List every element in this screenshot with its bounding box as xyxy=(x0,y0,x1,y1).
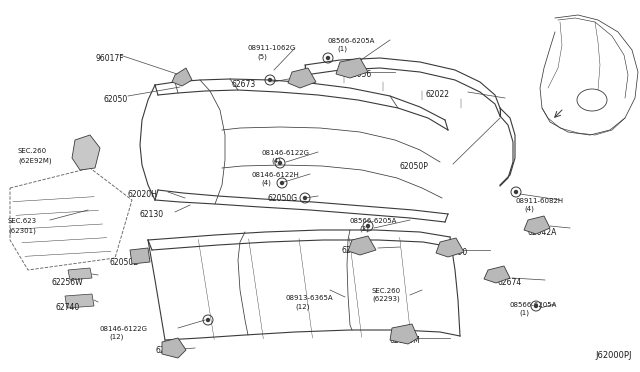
Text: 62020H: 62020H xyxy=(128,190,158,199)
Text: 62050E: 62050E xyxy=(110,258,139,267)
Polygon shape xyxy=(68,268,92,280)
Circle shape xyxy=(278,161,282,164)
Text: 08566-6205A: 08566-6205A xyxy=(350,218,397,224)
Polygon shape xyxy=(72,135,100,170)
Text: 62042A: 62042A xyxy=(528,228,557,237)
Circle shape xyxy=(303,196,307,199)
Text: 08146-6122H: 08146-6122H xyxy=(252,172,300,178)
Text: 08911-6082H: 08911-6082H xyxy=(515,198,563,204)
Text: 08913-6365A: 08913-6365A xyxy=(286,295,333,301)
Text: (1): (1) xyxy=(519,310,529,317)
Text: 62257V: 62257V xyxy=(155,346,184,355)
Text: (4): (4) xyxy=(524,206,534,212)
Text: SEC.260: SEC.260 xyxy=(372,288,401,294)
Circle shape xyxy=(534,305,538,308)
Text: 62050G: 62050G xyxy=(268,194,298,203)
Text: 62057: 62057 xyxy=(342,246,366,255)
Text: 62050P: 62050P xyxy=(400,162,429,171)
Polygon shape xyxy=(336,58,368,78)
Text: (62301): (62301) xyxy=(8,227,36,234)
Text: 62090: 62090 xyxy=(444,248,468,257)
Text: 08146-6122G: 08146-6122G xyxy=(100,326,148,332)
Text: 08566-6205A: 08566-6205A xyxy=(510,302,557,308)
Circle shape xyxy=(515,190,518,193)
Polygon shape xyxy=(484,266,510,283)
Text: 08911-1062G: 08911-1062G xyxy=(248,45,296,51)
Text: SEC.623: SEC.623 xyxy=(8,218,37,224)
Circle shape xyxy=(367,224,369,228)
Text: (5): (5) xyxy=(257,53,267,60)
Text: 62022: 62022 xyxy=(426,90,450,99)
Text: (4): (4) xyxy=(261,180,271,186)
Text: 08146-6122G: 08146-6122G xyxy=(262,150,310,156)
Text: 62256W: 62256W xyxy=(52,278,84,287)
Circle shape xyxy=(269,78,271,81)
Polygon shape xyxy=(436,238,464,257)
Circle shape xyxy=(326,57,330,60)
Circle shape xyxy=(207,318,209,321)
Text: (1): (1) xyxy=(337,46,347,52)
Text: 62740: 62740 xyxy=(55,303,79,312)
Polygon shape xyxy=(390,324,418,344)
Polygon shape xyxy=(162,338,186,358)
Text: 62050: 62050 xyxy=(103,95,127,104)
Circle shape xyxy=(280,182,284,185)
Text: (62E92M): (62E92M) xyxy=(18,157,52,164)
Text: (62293): (62293) xyxy=(372,296,400,302)
Text: 62026M: 62026M xyxy=(390,336,420,345)
Polygon shape xyxy=(288,68,316,88)
Text: 96017F: 96017F xyxy=(95,54,124,63)
Text: 08566-6205A: 08566-6205A xyxy=(328,38,376,44)
Text: (2): (2) xyxy=(359,226,369,232)
Text: 62130: 62130 xyxy=(140,210,164,219)
Polygon shape xyxy=(172,68,192,86)
Polygon shape xyxy=(65,294,94,308)
Polygon shape xyxy=(348,236,376,255)
Polygon shape xyxy=(130,248,150,264)
Text: J62000PJ: J62000PJ xyxy=(595,351,632,360)
Text: (12): (12) xyxy=(109,334,124,340)
Text: 62056: 62056 xyxy=(348,70,372,79)
Polygon shape xyxy=(524,216,550,234)
Text: (12): (12) xyxy=(295,303,309,310)
Text: 62674: 62674 xyxy=(498,278,522,287)
Text: SEC.260: SEC.260 xyxy=(18,148,47,154)
Text: (4): (4) xyxy=(271,158,281,164)
Text: 62673: 62673 xyxy=(232,80,256,89)
